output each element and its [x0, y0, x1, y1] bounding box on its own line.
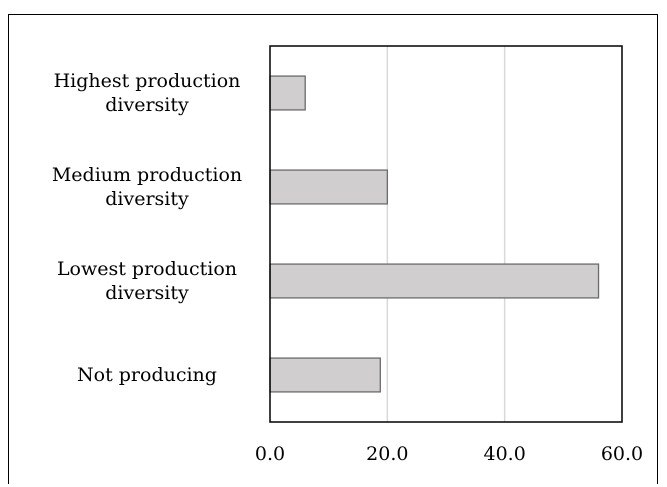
bars [269, 75, 600, 393]
x-tick-label-2: 40.0 [484, 443, 526, 465]
x-tick-label-1: 20.0 [366, 443, 408, 465]
bar-0 [269, 75, 306, 111]
category-label-0: Highest production diversity [54, 70, 241, 116]
gridlines [386, 46, 506, 422]
category-label-1-line-0: Medium production [52, 164, 242, 186]
chart-frame [8, 14, 658, 484]
category-label-0-line-0: Highest production [54, 70, 241, 92]
category-label-1-line-1: diversity [105, 188, 189, 210]
category-label-3-line-0: Not producing [77, 364, 217, 386]
bar-1 [269, 169, 388, 205]
category-label-2: Lowest production diversity [57, 258, 237, 304]
category-label-0-line-1: diversity [105, 94, 189, 116]
x-axis-tick-labels: 0.0 20.0 40.0 60.0 [255, 443, 643, 465]
x-tick-label-3: 60.0 [601, 443, 643, 465]
bar-3 [269, 357, 381, 393]
category-label-2-line-1: diversity [105, 282, 189, 304]
category-label-1: Medium production diversity [52, 164, 242, 210]
category-label-3: Not producing [77, 364, 217, 386]
x-tick-label-0: 0.0 [255, 443, 285, 465]
bar-2 [269, 263, 600, 299]
category-label-2-line-0: Lowest production [57, 258, 237, 280]
plot-border [269, 45, 623, 423]
plot-area-border [269, 45, 623, 423]
